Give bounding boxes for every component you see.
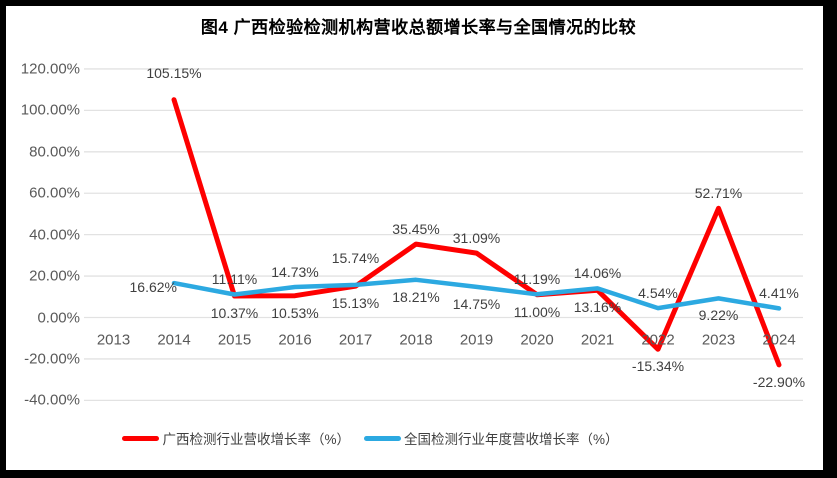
series-line-national [171,277,782,311]
data-label-guangxi: 13.16% [573,299,622,316]
data-label-national: 9.22% [698,307,739,324]
x-tick-label: 2023 [701,331,736,349]
data-label-national: 18.21% [392,288,440,305]
x-tick-label: 2016 [278,331,312,349]
chart-title: 图4 广西检验检测机构营收总额增长率与全国情况的比较 [200,18,637,37]
data-label-guangxi: 15.13% [331,295,380,312]
legend-item-national: 全国检测行业年度营收增长率（%） [364,428,619,448]
x-tick-label: 2018 [399,331,433,349]
x-tick-label: 2024 [762,331,796,349]
x-tick-label: 2021 [580,331,615,349]
frame-edge-right [823,0,837,478]
y-tick-label: 40.00% [29,226,80,244]
data-label-national: 11.19% [513,271,561,288]
data-label-national: 11.11% [211,271,258,288]
data-label-guangxi: 11.00% [513,303,561,320]
x-tick-label: 2022 [641,331,675,349]
x-tick-label: 2015 [217,331,252,349]
data-label-guangxi: 31.09% [452,230,501,247]
data-label-national: 4.54% [638,285,678,302]
data-label-guangxi: -22.90% [752,373,806,390]
y-tick-label: -20.00% [24,350,80,368]
data-label-guangxi: -15.34% [631,358,685,375]
data-label-guangxi: 10.37% [210,305,259,322]
guangxi-series-label: 广西检测行业营收增长率（%） [162,432,350,447]
y-tick-label: 20.00% [29,267,80,285]
x-tick-label: 2013 [96,331,131,349]
data-label-guangxi: 10.53% [271,304,319,321]
legend: 广西检测行业营收增长率（%） 全国检测行业年度营收增长率（%） [0,428,741,448]
y-tick-label: 120.00% [20,60,80,78]
y-tick-label: 80.00% [29,143,80,161]
data-label-national: 15.74% [331,249,380,266]
y-tick-label: 0.00% [37,309,80,326]
series-line-guangxi [171,97,782,368]
legend-item-guangxi: 广西检测行业营收增长率（%） [122,428,350,448]
data-label-national: 16.62% [129,279,177,296]
data-label-guangxi: 52.71% [694,185,743,202]
data-label-guangxi: 35.45% [392,221,440,238]
guangxi-series-swatch [122,435,160,441]
data-label-national: 14.75% [452,295,501,312]
x-tick-label: 2017 [338,331,373,349]
y-tick-label: 100.00% [20,101,80,119]
data-label-national: 4.41% [759,285,799,302]
frame-edge-bottom [0,470,837,478]
x-tick-label: 2019 [459,331,494,349]
frame-edge-left [0,0,6,478]
frame-edge-top [0,0,837,6]
data-label-national: 14.06% [573,265,622,282]
y-tick-label: -40.00% [24,391,80,409]
x-tick-label: 2014 [157,331,191,349]
data-label-guangxi: 105.15% [146,64,202,81]
national-series-label: 全国检测行业年度营收增长率（%） [404,432,619,447]
data-label-national: 14.73% [271,263,319,280]
y-tick-label: 60.00% [29,184,80,202]
x-tick-label: 2020 [520,331,554,349]
national-series-swatch [364,435,401,441]
